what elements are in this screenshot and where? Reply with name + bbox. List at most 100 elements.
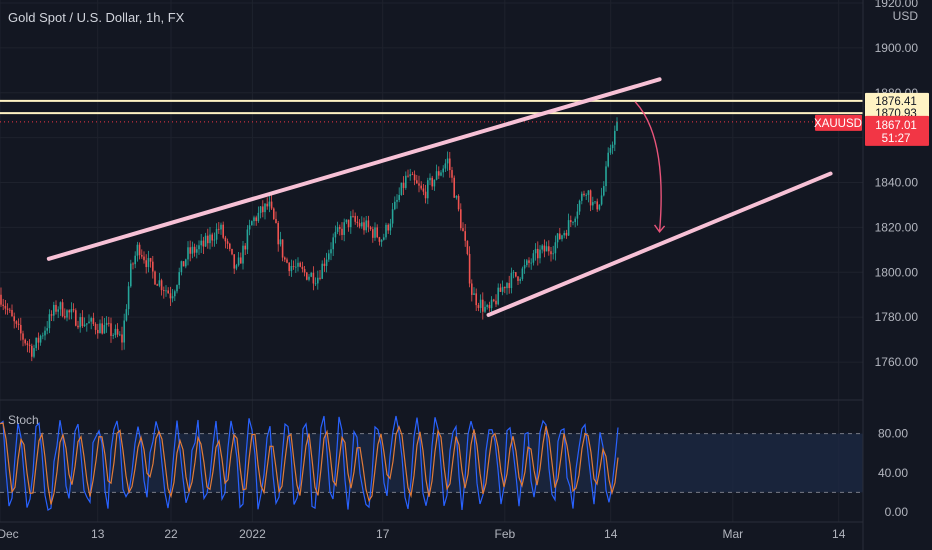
candle-body bbox=[132, 263, 134, 265]
candle-body bbox=[165, 290, 167, 292]
candle-body bbox=[2, 304, 4, 306]
candle-body bbox=[323, 263, 326, 266]
candle-body bbox=[277, 223, 279, 245]
candle-body bbox=[253, 217, 255, 222]
candle-body bbox=[259, 206, 262, 213]
candle-body bbox=[121, 334, 123, 343]
symbol-title: Gold Spot / U.S. Dollar, 1h, FX bbox=[8, 10, 185, 25]
candle-body bbox=[519, 278, 521, 281]
candle-body bbox=[552, 253, 554, 255]
projection-arrowhead bbox=[654, 224, 666, 234]
candle-body bbox=[273, 208, 275, 220]
candle-body bbox=[226, 241, 229, 244]
candle-body bbox=[416, 180, 418, 184]
candle-body bbox=[160, 280, 163, 291]
candle-body bbox=[248, 225, 251, 230]
candle-body bbox=[233, 254, 235, 269]
candle-body bbox=[350, 216, 352, 228]
stoch-axis: 80.00 40.00 0.00 bbox=[878, 427, 908, 519]
candle-body bbox=[288, 262, 290, 272]
candle-body bbox=[598, 204, 601, 210]
candle-body bbox=[174, 291, 176, 297]
candle-body bbox=[354, 216, 356, 222]
candle-body bbox=[574, 218, 576, 223]
candle-body bbox=[167, 290, 169, 294]
candle-body bbox=[35, 337, 37, 349]
candle-body bbox=[92, 318, 95, 324]
candle-body bbox=[207, 235, 209, 244]
candle-body bbox=[306, 272, 308, 280]
candle-body bbox=[163, 290, 165, 291]
channel-upper-line[interactable] bbox=[46, 77, 662, 261]
candle-body bbox=[486, 305, 488, 307]
candle-body bbox=[26, 343, 29, 345]
candle-body bbox=[561, 235, 563, 240]
candle-body bbox=[0, 294, 2, 305]
candle-body bbox=[402, 182, 405, 188]
candle-body bbox=[607, 152, 609, 167]
time-tick-label: 14 bbox=[832, 527, 846, 541]
candle-body bbox=[64, 316, 66, 318]
candle-body bbox=[482, 299, 484, 312]
stoch-label[interactable]: Stoch bbox=[8, 413, 39, 427]
stoch-k-line bbox=[0, 415, 619, 511]
candle-body bbox=[616, 121, 618, 131]
candle-body bbox=[451, 170, 453, 178]
candle-body bbox=[119, 334, 121, 336]
candle-body bbox=[609, 148, 612, 153]
candle-body bbox=[578, 200, 581, 212]
candle-body bbox=[497, 287, 499, 305]
candle-body bbox=[143, 256, 145, 261]
candle-body bbox=[411, 174, 414, 176]
trendlines[interactable] bbox=[46, 77, 833, 317]
candle-body bbox=[17, 323, 20, 325]
channel-lower-line[interactable] bbox=[486, 171, 833, 317]
candles bbox=[0, 117, 618, 362]
candle-body bbox=[22, 333, 24, 340]
time-axis[interactable]: Dec 13 22 2022 17 Feb 14 Mar 14 bbox=[0, 527, 846, 541]
countdown-value: 51:27 bbox=[882, 133, 911, 145]
candle-body bbox=[297, 262, 299, 267]
candle-body bbox=[455, 195, 458, 198]
candle-body bbox=[251, 221, 253, 226]
candle-body bbox=[270, 201, 273, 209]
candle-body bbox=[420, 185, 422, 189]
candle-body bbox=[66, 310, 68, 318]
candle-body bbox=[528, 260, 530, 263]
price-tick-label: 1920.00 bbox=[875, 0, 919, 10]
candle-body bbox=[319, 277, 321, 279]
candle-body bbox=[147, 258, 150, 268]
candle-body bbox=[358, 223, 361, 227]
candle-body bbox=[565, 232, 568, 236]
candle-body bbox=[182, 261, 185, 267]
candle-body bbox=[374, 227, 376, 238]
candle-body bbox=[365, 220, 367, 231]
candle-body bbox=[198, 245, 200, 250]
candle-body bbox=[317, 277, 319, 284]
candle-body bbox=[42, 335, 44, 337]
candle-body bbox=[90, 318, 92, 322]
candle-body bbox=[484, 306, 486, 312]
candle-body bbox=[136, 244, 139, 256]
candle-body bbox=[59, 302, 62, 310]
candle-body bbox=[554, 242, 557, 254]
candle-body bbox=[427, 180, 429, 199]
candle-body bbox=[409, 174, 411, 177]
candle-body bbox=[185, 259, 187, 267]
candle-body bbox=[526, 260, 528, 266]
candle-body bbox=[235, 265, 238, 269]
candle-body bbox=[130, 263, 132, 287]
candle-body bbox=[563, 232, 565, 236]
candle-body bbox=[541, 245, 543, 250]
candle-body bbox=[11, 310, 13, 317]
candle-body bbox=[290, 265, 293, 272]
candle-body bbox=[332, 237, 334, 250]
candle-body bbox=[422, 188, 425, 192]
candle-body bbox=[229, 243, 231, 249]
candle-body bbox=[396, 199, 398, 202]
candle-body bbox=[44, 330, 46, 336]
candle-body bbox=[614, 130, 616, 145]
candle-body bbox=[20, 324, 22, 334]
